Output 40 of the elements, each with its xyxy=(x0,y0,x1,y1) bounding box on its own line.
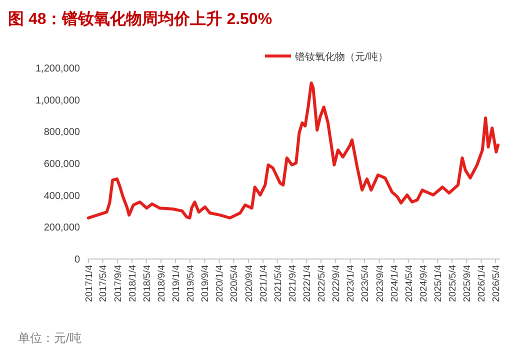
y-tick-label: 1,000,000 xyxy=(36,95,80,106)
y-tick-label: 200,000 xyxy=(44,222,80,234)
x-tick-label: 2023/1/4 xyxy=(346,265,357,302)
x-tick-label: 2021/1/4 xyxy=(258,265,270,302)
x-tick-label: 2024/9/4 xyxy=(418,265,430,302)
x-tick-label: 2025/9/4 xyxy=(462,265,474,302)
x-tick-label: 2020/5/4 xyxy=(229,265,240,302)
line-series xyxy=(86,81,500,220)
x-tick-label: 2022/9/4 xyxy=(331,265,342,302)
x-tick-label: 2019/9/4 xyxy=(200,265,212,302)
x-tick-label: 2019/5/4 xyxy=(185,265,196,302)
x-tick-label: 2022/1/4 xyxy=(302,265,314,302)
chart-title: 图 48：镨钕氧化物周均价上升 2.50% xyxy=(8,10,272,28)
legend-label: 镨钕氧化物（元/吨） xyxy=(294,51,388,63)
text: 单位：元/吨 xyxy=(18,331,82,345)
x-tick-label: 2018/5/4 xyxy=(142,265,153,302)
x-tick-label: 2018/9/4 xyxy=(156,265,168,302)
x-tick-label: 2018/1/4 xyxy=(127,265,138,302)
x-tick-label: 2023/5/4 xyxy=(360,265,372,302)
x-tick-label: 2025/1/4 xyxy=(433,265,444,302)
y-tick-label: 800,000 xyxy=(44,127,80,138)
x-tick-label: 2017/1/4 xyxy=(84,265,95,302)
y-tick-label: 400,000 xyxy=(44,190,80,202)
x-tick-label: 2020/9/4 xyxy=(244,265,255,302)
x-tick-label: 2023/9/4 xyxy=(374,265,386,302)
x-tick-label: 2019/1/4 xyxy=(171,265,182,302)
y-tick-label: 1,200,000 xyxy=(36,64,80,74)
x-tick-label: 2024/1/4 xyxy=(389,265,400,302)
x-tick-label: 2024/5/4 xyxy=(404,265,415,302)
x-tick-label: 2017/5/4 xyxy=(98,265,110,302)
x-tick-label: 2026/5/4 xyxy=(491,265,502,302)
x-tick-label: 2020/1/4 xyxy=(214,265,226,302)
y-tick-label: 0 xyxy=(74,254,80,266)
x-tick-label: 2026/1/4 xyxy=(476,265,488,302)
y-tick-label: 600,000 xyxy=(44,159,80,170)
x-tick-label: 2021/5/4 xyxy=(272,265,284,302)
x-tick-label: 2025/5/4 xyxy=(447,265,458,302)
x-tick-label: 2017/9/4 xyxy=(112,265,124,302)
x-tick-label: 2022/5/4 xyxy=(316,265,328,302)
x-tick-label: 2021/9/4 xyxy=(288,265,299,302)
